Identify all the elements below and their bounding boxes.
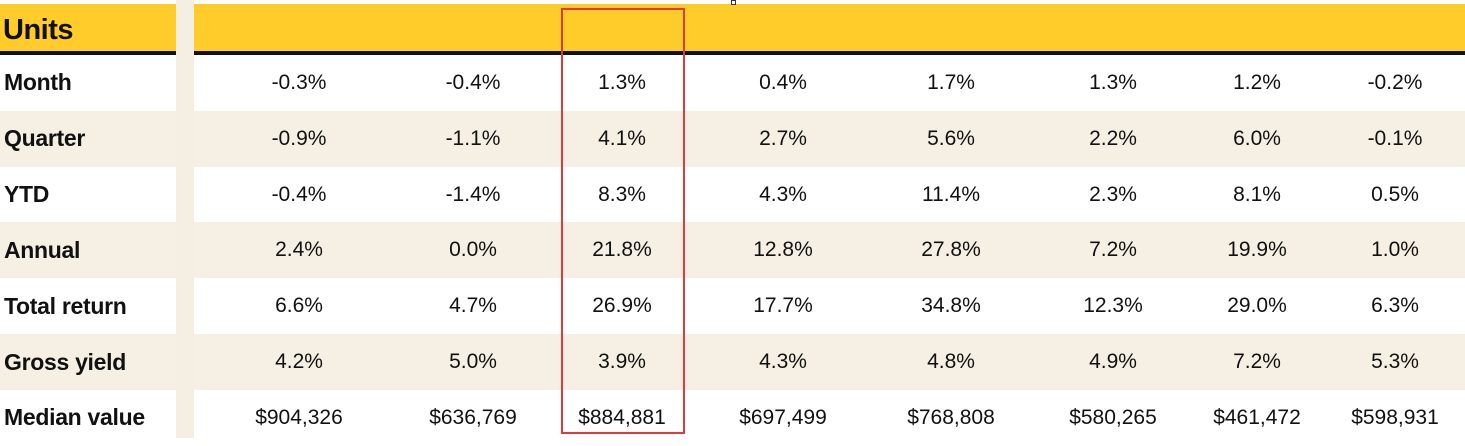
table-cell: -1.1% <box>445 126 501 150</box>
table-cell: 8.1% <box>1233 182 1281 206</box>
row-label-quarter: Quarter <box>4 125 85 152</box>
table-cell: 7.2% <box>1089 238 1137 262</box>
table-cell: -0.1% <box>1367 126 1423 150</box>
table-cell: 1.3% <box>1089 70 1137 94</box>
row-label-month: Month <box>4 69 72 96</box>
table-cell: 6.6% <box>275 294 323 318</box>
table-cell: 17.7% <box>753 294 813 318</box>
header-fill <box>194 4 1465 55</box>
column-divider <box>176 0 194 438</box>
table-cell: 2.7% <box>759 126 807 150</box>
table-row: Gross yield 4.2% 5.0% 3.9% 4.3% 4.8% 4.9… <box>0 334 1465 390</box>
table-cell: 29.0% <box>1227 294 1287 318</box>
table-cell: 0.4% <box>759 70 807 94</box>
table-cell: 6.0% <box>1233 126 1281 150</box>
table-row: Total return 6.6% 4.7% 26.9% 17.7% 34.8%… <box>0 278 1465 335</box>
table-cell: 6.3% <box>1371 294 1419 318</box>
table-cell: 0.5% <box>1371 182 1419 206</box>
table-cell: $884,881 <box>578 405 666 429</box>
table-cell: 5.6% <box>927 126 975 150</box>
table-body: Month -0.3% -0.4% 1.3% 0.4% 1.7% 1.3% 1.… <box>0 55 1465 446</box>
table-row: Annual 2.4% 0.0% 21.8% 12.8% 27.8% 7.2% … <box>0 222 1465 279</box>
table-cell: $768,808 <box>907 405 995 429</box>
table-cell: 2.4% <box>275 238 323 262</box>
table-cell: 8.3% <box>598 182 646 206</box>
table-cell: -0.3% <box>271 70 327 94</box>
table-cell: $580,265 <box>1069 405 1157 429</box>
table-cell: 1.2% <box>1233 70 1281 94</box>
header-title: Units <box>3 14 74 46</box>
table-cell: 4.2% <box>275 350 323 374</box>
table-row: Median value $904,326 $636,769 $884,881 … <box>0 389 1465 446</box>
table-cell: $461,472 <box>1213 405 1301 429</box>
table-cell: -0.2% <box>1367 70 1423 94</box>
table-cell: 26.9% <box>592 294 652 318</box>
table-cell: 5.0% <box>449 350 497 374</box>
table-cell: 1.3% <box>598 70 646 94</box>
row-label-ytd: YTD <box>4 181 50 208</box>
row-label-median-value: Median value <box>4 404 145 431</box>
table-cell: 3.9% <box>598 350 646 374</box>
table-cell: 34.8% <box>921 294 981 318</box>
row-label-annual: Annual <box>4 236 81 263</box>
table-cell: -1.4% <box>445 182 501 206</box>
table-cell: 4.7% <box>449 294 497 318</box>
table-cell: $697,499 <box>739 405 827 429</box>
table-cell: 0.0% <box>449 238 497 262</box>
table-cell: 21.8% <box>592 238 652 262</box>
table-row: Quarter -0.9% -1.1% 4.1% 2.7% 5.6% 2.2% … <box>0 110 1465 167</box>
table-cell: 27.8% <box>921 238 981 262</box>
table-cell: 4.9% <box>1089 350 1137 374</box>
table-row: Month -0.3% -0.4% 1.3% 0.4% 1.7% 1.3% 1.… <box>0 55 1465 111</box>
table-cell: 2.3% <box>1089 182 1137 206</box>
selection-handle[interactable] <box>731 0 736 5</box>
table-cell: 4.8% <box>927 350 975 374</box>
table-cell: 2.2% <box>1089 126 1137 150</box>
table-row: YTD -0.4% -1.4% 8.3% 4.3% 11.4% 2.3% 8.1… <box>0 166 1465 223</box>
table-cell: 12.8% <box>753 238 813 262</box>
table-cell: 5.3% <box>1371 350 1419 374</box>
table-cell: -0.4% <box>445 70 501 94</box>
table-cell: 1.0% <box>1371 238 1419 262</box>
table-cell: $904,326 <box>255 405 343 429</box>
table-cell: 11.4% <box>922 182 980 206</box>
table-cell: -0.9% <box>271 126 327 150</box>
table-cell: 4.3% <box>759 182 807 206</box>
table-cell: 4.1% <box>598 126 646 150</box>
header-label-cell: Units <box>0 4 176 55</box>
row-label-gross-yield: Gross yield <box>4 348 126 375</box>
table-cell: $598,931 <box>1351 405 1439 429</box>
table-cell: 7.2% <box>1233 350 1281 374</box>
table-cell: 19.9% <box>1227 238 1287 262</box>
table-cell: 4.3% <box>759 350 807 374</box>
table-cell: -0.4% <box>271 182 327 206</box>
table-cell: 12.3% <box>1083 294 1143 318</box>
row-label-total-return: Total return <box>4 292 127 319</box>
table-cell: $636,769 <box>429 405 517 429</box>
table-cell: 1.7% <box>927 70 975 94</box>
table-header: Units <box>0 4 1465 55</box>
